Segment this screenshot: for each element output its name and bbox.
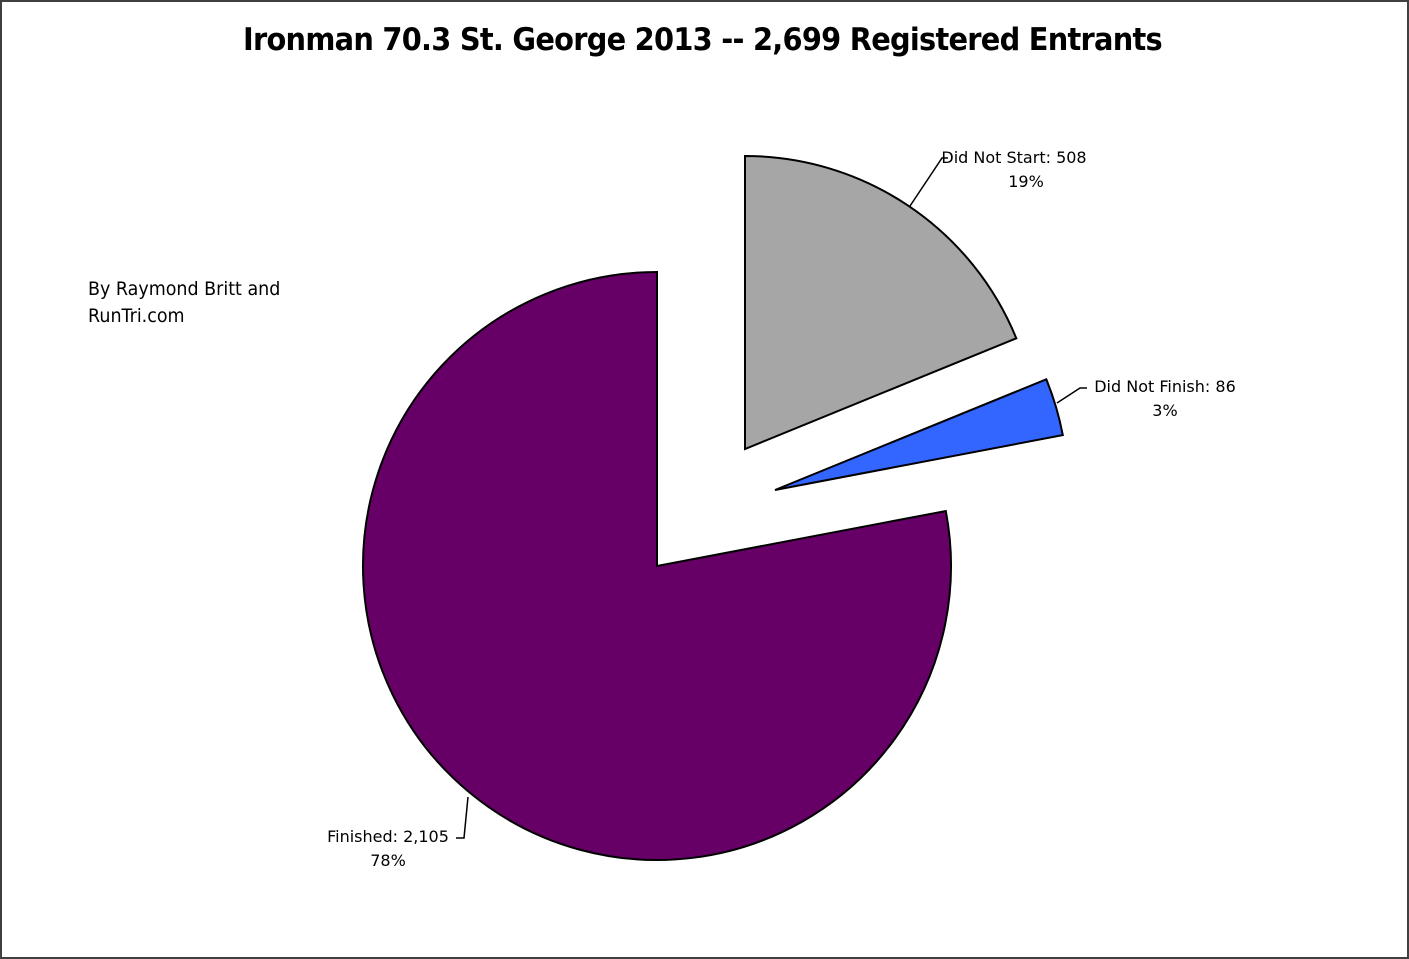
label-dnf-name: Did Not Finish: 86 [1094,377,1236,396]
label-dns-pct: 19% [1008,172,1044,191]
slice-did-not-start[interactable] [744,154,1018,451]
leader-line-dns [909,157,948,207]
label-finished-name: Finished: 2,105 [327,827,449,846]
slice-finished[interactable] [362,270,952,861]
label-finished-pct: 78% [370,851,406,870]
label-dns-name: Did Not Start: 508 [941,148,1086,167]
credit-line-2: RunTri.com [88,305,185,327]
credit-text: By Raymond Britt and RunTri.com [88,276,280,330]
chart-title: Ironman 70.3 St. George 2013 -- 2,699 Re… [243,22,1163,58]
credit-line-1: By Raymond Britt and [88,278,281,300]
slice-did-not-finish[interactable] [774,377,1064,491]
label-dnf-pct: 3% [1152,401,1177,420]
leader-line-dnf [1056,387,1087,404]
leader-line-finished [456,796,469,839]
